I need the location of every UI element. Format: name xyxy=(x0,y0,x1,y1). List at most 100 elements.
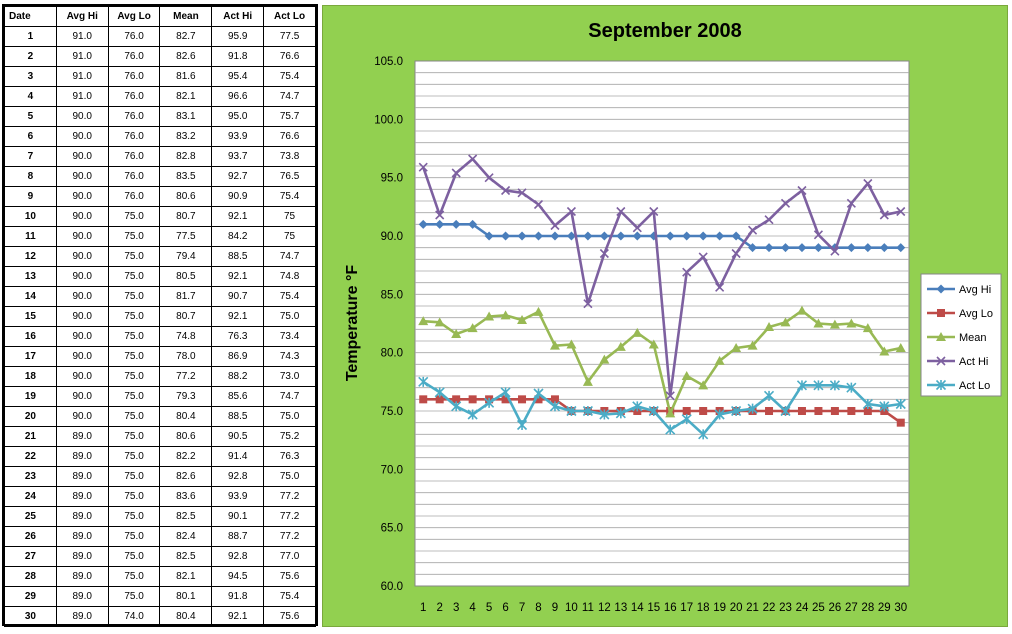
x-tick-label: 29 xyxy=(878,602,891,614)
column-header: Mean xyxy=(159,6,213,27)
table-cell: 91.8 xyxy=(211,586,265,607)
data-point xyxy=(797,185,807,196)
table-cell: 16 xyxy=(4,326,57,347)
table-cell: 76.6 xyxy=(263,126,316,147)
data-point xyxy=(566,339,577,349)
data-point xyxy=(813,318,824,328)
data-point xyxy=(566,231,576,241)
table-cell: 79.4 xyxy=(159,246,213,267)
table-cell: 91.0 xyxy=(55,66,109,87)
table-cell: 74.7 xyxy=(263,246,316,267)
data-point xyxy=(550,231,560,241)
x-tick-label: 25 xyxy=(812,602,825,614)
table-row: 29 89.0 75.0 80.1 91.8 75.4 xyxy=(4,586,316,607)
legend-item: Act Hi xyxy=(927,356,988,368)
table-cell: 77.5 xyxy=(159,226,213,247)
table-cell: 82.6 xyxy=(159,466,213,487)
data-point xyxy=(533,388,544,399)
table-cell: 76.0 xyxy=(107,126,161,147)
table-cell: 84.2 xyxy=(211,226,265,247)
data-point xyxy=(451,168,461,178)
table-cell: 3 xyxy=(4,66,57,87)
table-cell: 1 xyxy=(4,26,57,47)
table-cell: 88.5 xyxy=(211,406,265,427)
data-point xyxy=(747,403,758,414)
data-point xyxy=(517,231,527,241)
data-point xyxy=(847,407,856,415)
table-row: 16 90.0 75.0 74.8 76.3 73.4 xyxy=(4,326,316,347)
table-cell: 95.0 xyxy=(211,106,265,127)
x-tick-label: 23 xyxy=(779,602,792,614)
table-cell: 17 xyxy=(4,346,57,367)
table-cell: 90.0 xyxy=(55,106,109,127)
x-tick-label: 8 xyxy=(535,602,541,614)
data-point xyxy=(846,318,857,328)
y-tick-label: 95.0 xyxy=(381,173,403,185)
table-cell: 74.7 xyxy=(263,386,316,407)
data-point xyxy=(549,340,560,350)
table-row: 6 90.0 76.0 83.2 93.9 76.6 xyxy=(4,126,316,147)
table-row: 25 89.0 75.0 82.5 90.1 77.2 xyxy=(4,506,316,527)
data-point xyxy=(435,210,445,220)
table-cell: 90.0 xyxy=(55,366,109,387)
data-point xyxy=(797,243,807,253)
table-cell: 82.4 xyxy=(159,526,213,547)
table-cell: 85.6 xyxy=(211,386,265,407)
table-row: 9 90.0 76.0 80.6 90.9 75.4 xyxy=(4,186,316,207)
data-point xyxy=(698,231,708,241)
data-point xyxy=(632,223,642,233)
table-row: 14 90.0 75.0 81.7 90.7 75.4 xyxy=(4,286,316,307)
column-header: Act Lo xyxy=(263,6,316,27)
table-cell: 18 xyxy=(4,366,57,387)
table-cell: 75.0 xyxy=(263,466,316,487)
y-tick-label: 65.0 xyxy=(381,523,403,535)
table-cell: 89.0 xyxy=(55,526,109,547)
legend: Avg Hi Avg Lo Mean Act Hi Act Lo xyxy=(920,273,1002,397)
table-cell: 93.9 xyxy=(211,126,265,147)
data-point xyxy=(632,327,643,337)
table-cell: 29 xyxy=(4,586,57,607)
table-cell: 89.0 xyxy=(55,566,109,587)
table-cell: 93.7 xyxy=(211,146,265,167)
table-cell: 86.9 xyxy=(211,346,265,367)
table-cell: 92.8 xyxy=(211,466,265,487)
table-cell: 90.0 xyxy=(55,346,109,367)
table-cell: 90.0 xyxy=(55,406,109,427)
data-point xyxy=(435,395,444,404)
table-row: 11 90.0 75.0 77.5 84.2 75 xyxy=(4,226,316,247)
table-cell: 10 xyxy=(4,206,57,227)
table-cell: 76.3 xyxy=(263,446,316,467)
table-cell: 28 xyxy=(4,566,57,587)
table-cell: 82.6 xyxy=(159,46,213,67)
data-point xyxy=(518,395,527,404)
data-point xyxy=(698,380,709,390)
table-cell: 75.0 xyxy=(263,406,316,427)
table-cell: 75 xyxy=(263,226,316,247)
x-tick-label: 30 xyxy=(894,602,907,614)
data-point xyxy=(796,305,807,315)
data-point xyxy=(615,408,626,419)
table-cell: 74.8 xyxy=(263,266,316,287)
table-row: 22 89.0 75.0 82.2 91.4 76.3 xyxy=(4,446,316,467)
table-header-row: Date Avg Hi Avg Lo Mean Act Hi Act Lo xyxy=(4,6,316,27)
table-cell: 92.1 xyxy=(211,306,265,327)
table-cell: 30 xyxy=(4,606,57,627)
table-cell: 75.0 xyxy=(107,326,161,347)
data-point xyxy=(830,407,839,415)
table-cell: 75.0 xyxy=(107,266,161,287)
table-cell: 88.7 xyxy=(211,526,265,547)
table-row: 26 89.0 75.0 82.4 88.7 77.2 xyxy=(4,526,316,547)
table-cell: 14 xyxy=(4,286,57,307)
series-layer xyxy=(418,154,906,440)
table-cell: 21 xyxy=(4,426,57,447)
data-point xyxy=(699,407,708,415)
table-cell: 90.0 xyxy=(55,206,109,227)
data-point xyxy=(846,198,856,208)
data-point xyxy=(814,407,823,415)
table-row: 8 90.0 76.0 83.5 92.7 76.5 xyxy=(4,166,316,187)
data-point xyxy=(418,219,428,229)
table-cell: 91.0 xyxy=(55,86,109,107)
table-cell: 83.1 xyxy=(159,106,213,127)
table-cell: 90.0 xyxy=(55,306,109,327)
data-point xyxy=(616,206,626,217)
